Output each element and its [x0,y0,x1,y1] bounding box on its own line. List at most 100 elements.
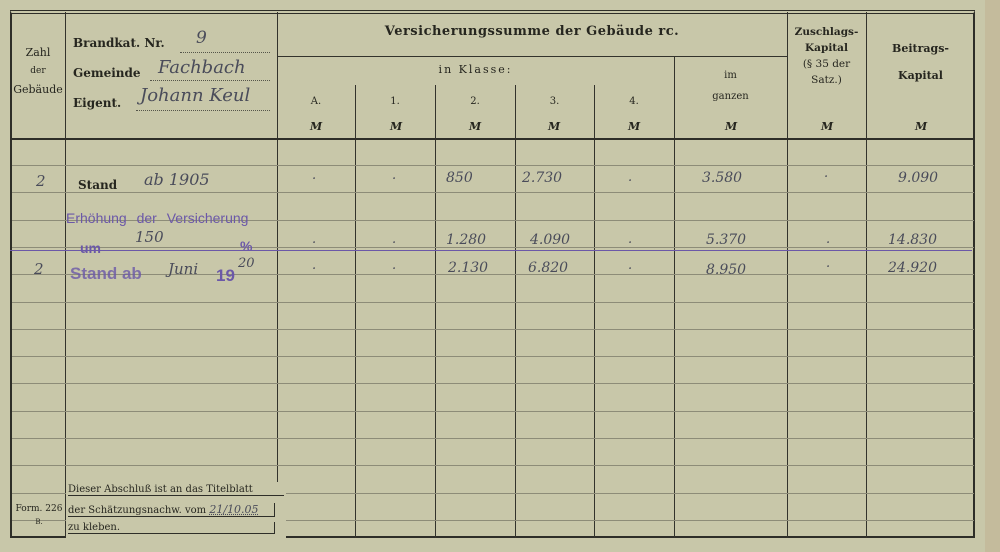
header-text: Gebäude [13,83,63,96]
versicherungssumme-header: Versicherungssumme der Gebäude rc. [384,24,680,39]
ruled-line [12,519,974,521]
stamp-percent: % [240,238,253,254]
row2-klasse-a: . [312,232,317,247]
row3-klasse-3: 6.820 [528,260,569,276]
row1-klasse-1: . [392,168,397,183]
row1-zuschlag: . [824,166,829,181]
row1-beitrag: 9.090 [898,170,939,186]
in-klasse-header: in Klasse: [438,63,513,76]
currency-mark: M [628,120,641,133]
ruled-line [12,328,974,330]
header-text: Beitrags- [892,42,949,55]
zahl-header: Zahl der Gebäude [12,46,64,96]
row2-klasse-3: 4.090 [530,232,571,248]
row3-klasse-1: . [392,258,397,273]
header-text: Satz.) [811,74,842,86]
ruled-line [12,410,974,412]
header-text: der [30,66,46,76]
header-text: ganzen [712,91,749,102]
ruled-line [12,356,974,358]
footer-line-3: zu kleben. [68,522,275,534]
gemeinde-label: Gemeinde [73,66,141,80]
currency-mark: M [310,120,323,133]
header-divider [277,56,787,57]
header-text: Zuschlags- [794,26,859,38]
header-text: Zahl [25,46,51,59]
ruled-line [12,165,974,166]
header-text: im [724,70,737,81]
row2-zuschlag: . [826,232,831,247]
column-divider [674,56,675,538]
column-divider [355,85,356,538]
column-divider [435,85,436,538]
currency-mark: M [469,120,482,133]
header-bottom-line [10,138,975,140]
stamp-um: um [80,240,101,256]
row1-im-ganzen: 3.580 [702,170,743,186]
header-text: Kapital [898,69,943,82]
row1-klasse-4: . [628,170,633,185]
klasse-4-header: 4. [629,96,639,107]
klasse-2-header: 2. [470,96,480,107]
dotted-line [150,80,270,81]
row2-beitrag: 14.830 [888,232,937,248]
row3-klasse-4: . [628,258,633,273]
header-text: (§ 35 der [802,58,851,70]
row1-klasse-a: . [312,168,317,183]
stamp-line [10,250,972,251]
im-ganzen-header: im ganzen [674,70,787,102]
row1-zahl: 2 [36,172,46,190]
footer-date: 21/10.05 [209,503,259,516]
stamp-stand-ab: Stand ab [70,264,142,283]
zuschlags-header: Zuschlags- Kapital (§ 35 der Satz.) [787,24,866,88]
ruled-line [12,246,974,248]
stamp-year: 19 [216,266,235,285]
brandkat-value: 9 [196,28,207,48]
dotted-line [180,52,270,53]
klasse-1-header: 1. [390,96,400,107]
ruled-line [12,465,974,467]
row3-zuschlag: . [826,256,831,271]
column-divider [515,85,516,538]
eigent-value: Johann Keul [140,85,251,106]
currency-mark: M [725,120,738,133]
currency-mark: M [915,120,928,133]
ruled-line [12,274,974,276]
row2-percent-value: 150 [135,228,164,246]
form-sub: B. [35,518,43,526]
footer-text: der Schätzungsnachw. vom [68,505,207,516]
row1-date: ab 1905 [144,170,210,189]
dotted-line [136,110,270,111]
row3-klasse-2: 2.130 [448,260,489,276]
klasse-a-header: A. [310,96,322,107]
gemeinde-value: Fachbach [158,57,246,78]
row3-zahl: 2 [34,260,44,278]
row3-beitrag: 24.920 [888,260,937,276]
row2-klasse-1: . [392,232,397,247]
currency-mark: M [821,120,834,133]
currency-mark: M [390,120,403,133]
header-text: Kapital [805,42,848,54]
eigent-label: Eigent. [73,96,122,110]
currency-mark: M [548,120,561,133]
row1-klasse-2: 850 [446,170,473,186]
row3-klasse-a: . [312,258,317,273]
row2-klasse-2: 1.280 [446,232,487,248]
ruled-line [12,192,974,194]
brandkat-label: Brandkat. Nr. [73,36,165,50]
row2-klasse-4: . [628,232,633,247]
column-divider [594,85,595,538]
footer-box [66,482,286,538]
table-frame [10,10,975,538]
ruled-line [12,219,974,221]
footer-line-1: Dieser Abschluß ist an das Titelblatt [68,484,284,496]
klasse-3-header: 3. [549,96,560,107]
row3-month: Juni [168,260,199,278]
ruled-line [12,492,974,494]
ruled-line [12,438,974,439]
ruled-line [12,383,974,385]
row1-klasse-3: 2.730 [522,170,563,186]
row3-year: 20 [238,256,255,271]
form-number: Form. 226 [15,504,63,514]
